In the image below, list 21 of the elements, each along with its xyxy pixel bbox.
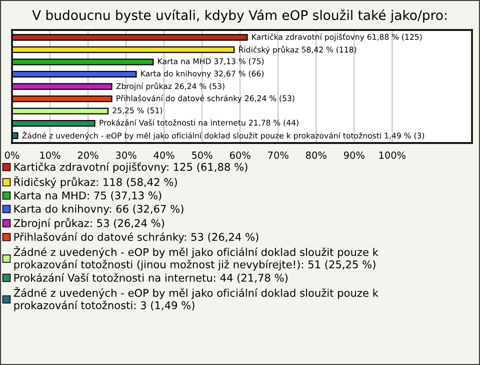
x-tick-label: 90% bbox=[344, 152, 364, 159]
x-tick-label: 20% bbox=[78, 152, 98, 159]
legend-label: Kartička zdravotní pojišťovny: 125 (61,88 %) bbox=[14, 162, 248, 173]
legend-label: Žádné z uvedených - eOP by měl jako oficiální doklad sloužit pouze k prokazování totožnosti: 3 (1,49 %) bbox=[14, 286, 378, 312]
x-tick-label: 0% bbox=[4, 152, 20, 159]
x-tick-label: 100% bbox=[379, 152, 406, 159]
legend-label: Přihlašování do datové schránky: 53 (26,24 %) bbox=[14, 232, 258, 243]
legend-label: Řidičský průkaz: 118 (58,42 %) bbox=[14, 176, 177, 188]
legend-label: Zbrojní průkaz: 53 (26,24 %) bbox=[14, 218, 164, 230]
x-tick-label: 70% bbox=[268, 152, 288, 159]
chart-title: V budoucnu byste uvítali, kdyby Vám eOP sloužil také jako/pro: bbox=[32, 9, 446, 23]
x-tick-label: 10% bbox=[40, 152, 60, 159]
legend-label: Karta do knihovny: 66 (32,67 %) bbox=[14, 204, 184, 215]
x-tick-label: 30% bbox=[116, 152, 136, 159]
x-tick-label: 50% bbox=[192, 152, 212, 159]
x-tick-label: 60% bbox=[230, 152, 250, 159]
legend-label: Karta na MHD: 75 (37,13 %) bbox=[14, 191, 162, 201]
legend-label: Prokázání Vaší totožnosti na internetu: 44 (21,78 %) bbox=[14, 273, 288, 284]
x-tick-label: 40% bbox=[154, 152, 174, 159]
x-tick-label: 80% bbox=[306, 152, 326, 159]
legend-label: Žádné z uvedených - eOP by měl jako oficiální doklad sloužit pouze k prokazování totožnosti (jinou možnost již nevybírejte!): 51 (25,25 %) bbox=[14, 246, 378, 270]
